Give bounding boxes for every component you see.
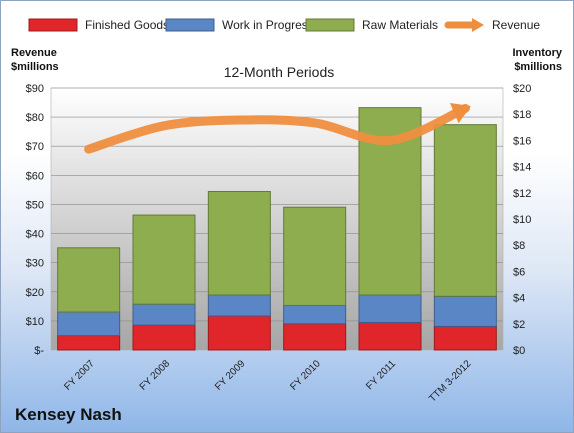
right-tick-label: $14 [513,162,531,174]
right-axis-ticks: $0 $2 $4 $6 $8 $10 $12 $14 $16 $18 $20 [513,83,531,357]
x-tick-label: TTM 3-2012 [427,358,474,405]
right-tick-label: $12 [513,188,531,200]
left-axis-ticks: $- $10 $20 $30 $40 $50 $60 $70 $80 $90 [26,83,45,357]
bar-finished-goods [283,323,347,351]
left-tick-label: $30 [26,258,44,270]
bar-raw-materials [207,190,271,296]
bar-raw-materials [433,124,497,297]
revenue-line [84,102,471,154]
bar-series [57,107,497,351]
left-tick-label: $60 [26,170,44,182]
revenue-arrowhead [449,102,471,124]
right-tick-label: $16 [513,135,531,147]
x-tick-label: FY 2010 [288,358,323,393]
x-tick-label: FY 2008 [138,358,173,393]
bar-raw-materials [132,214,196,305]
gridlines [51,87,503,322]
left-tick-label: $80 [26,112,44,124]
legend-swatch [305,18,355,32]
legend-swatch [28,18,78,32]
right-axis-label-line1: Inventory [512,47,562,59]
right-tick-label: $8 [513,240,525,252]
right-tick-label: $2 [513,319,525,331]
chart-title: 12-Month Periods [224,64,335,80]
left-tick-label: $10 [26,316,44,328]
legend-label: Finished Goods [85,18,169,32]
right-tick-label: $20 [513,83,531,95]
bar-raw-materials [283,206,347,306]
bar-work-in-progress [57,311,121,337]
left-axis-label-line1: Revenue [11,47,57,59]
left-tick-label: $90 [26,83,44,95]
left-tick-label: $50 [26,199,44,211]
bar-work-in-progress [433,295,497,327]
right-tick-label: $4 [513,293,525,305]
legend-label: Revenue [492,18,540,32]
bar-finished-goods [433,325,497,351]
bar-finished-goods [358,321,422,351]
x-tick-label: FY 2009 [213,358,248,393]
bar-finished-goods [207,315,271,351]
left-axis-label-line2: $millions [11,61,59,73]
company-name: Kensey Nash [15,405,122,424]
legend: Finished Goods Work in Progress Raw Materi… [28,18,540,32]
right-tick-label: $0 [513,345,525,357]
bar-raw-materials [57,247,121,313]
legend-arrow-revenue [472,18,484,32]
bar-finished-goods [132,324,196,351]
right-tick-label: $10 [513,214,531,226]
legend-label: Work in Progress [222,18,314,32]
bar-work-in-progress [358,294,422,323]
x-tick-label: FY 2011 [364,358,398,392]
x-axis-ticks: FY 2007 FY 2008 FY 2009 FY 2010 FY 2011 TTM 3… [62,358,473,405]
left-tick-label: $70 [26,141,44,153]
revenue-line-path [84,103,470,154]
legend-swatch [165,18,215,32]
left-tick-label: $40 [26,229,44,241]
x-tick-label: FY 2007 [62,358,97,393]
left-tick-label: $- [34,345,44,357]
right-axis-label-line2: $millions [514,61,562,73]
right-tick-label: $6 [513,266,525,278]
legend-label: Raw Materials [362,18,438,32]
left-tick-label: $20 [26,287,44,299]
right-tick-label: $18 [513,109,531,121]
